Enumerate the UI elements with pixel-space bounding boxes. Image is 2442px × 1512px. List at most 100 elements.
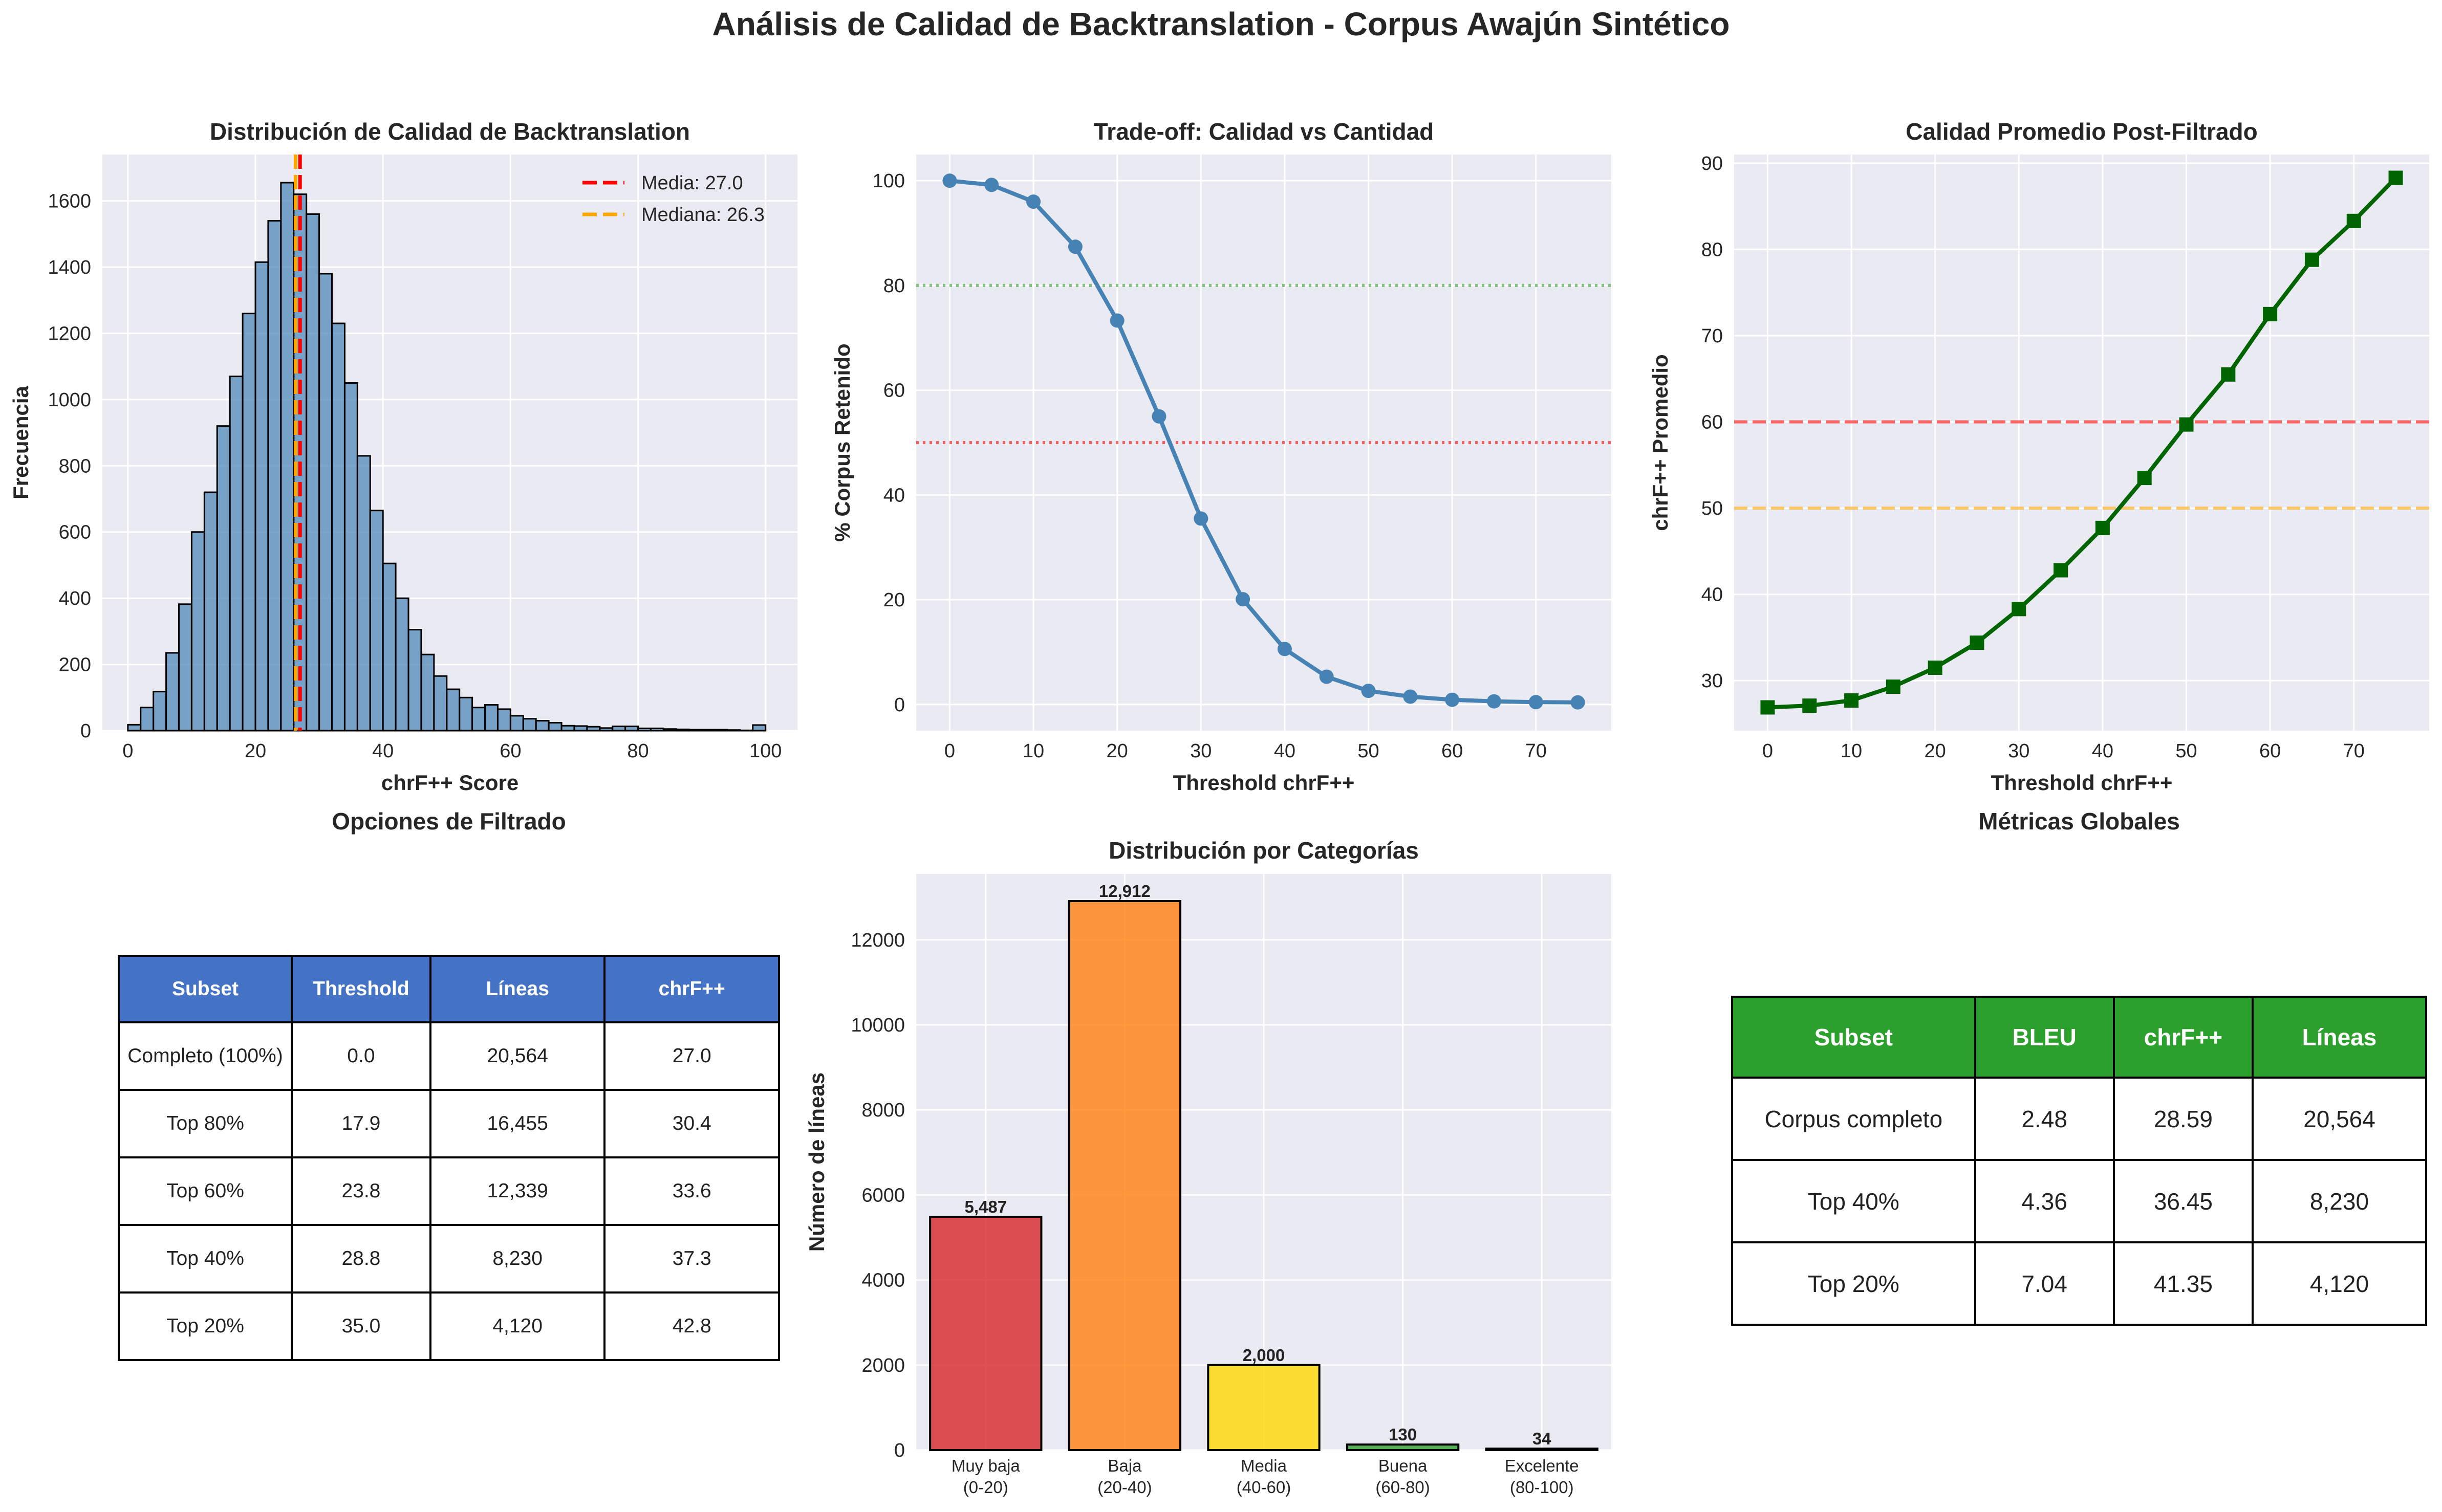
x-tick-label: 0 [122, 740, 133, 762]
column-header: Subset [118, 955, 293, 1023]
y-tick-label: 1000 [48, 389, 91, 411]
table-cell: 17.9 [290, 1089, 431, 1158]
table-cell: 42.8 [603, 1291, 780, 1361]
y-tick-label: 60 [1701, 412, 1723, 433]
x-axis-label: Threshold chrF++ [1173, 771, 1355, 795]
legend-label: Media: 27.0 [641, 172, 743, 194]
x-tick-label: 40 [1274, 740, 1295, 762]
histogram-bar [420, 653, 435, 732]
data-point [1026, 194, 1041, 209]
table-row: Top 80% 17.9 16,455 30.4 [118, 1089, 780, 1158]
data-point [1152, 409, 1166, 424]
table-row: Top 20% 7.04 41.35 4,120 [1731, 1241, 2428, 1326]
table-cell: 28.59 [2112, 1077, 2254, 1161]
table-header-row: Subset BLEU chrF++ Líneas [1731, 996, 2428, 1079]
figure-title: Análisis de Calidad de Backtranslation -… [712, 6, 1730, 42]
data-point [2388, 170, 2403, 185]
data-point [2012, 602, 2026, 617]
histogram-bar [254, 261, 269, 732]
y-tick-label: 800 [59, 455, 91, 477]
histogram-bars: Media: 27.0 Mediana: 26.3 [127, 155, 767, 732]
x-tick-label: 0 [944, 740, 955, 762]
y-tick-label: 0 [894, 694, 905, 716]
column-header: Líneas [429, 955, 606, 1023]
table-row: Top 40% 28.8 8,230 37.3 [118, 1224, 780, 1294]
x-tick-label: 60 [1441, 740, 1463, 762]
histogram-bar [662, 728, 677, 732]
data-point [1361, 684, 1376, 698]
x-tick-label: 30 [2008, 740, 2029, 762]
histogram-bar [535, 720, 550, 732]
table-cell: Top 60% [118, 1156, 293, 1226]
table-cell: Top 40% [1731, 1159, 1976, 1243]
category-bars: 5,487 Muy baja (0-20) 12,912 Baja (20-40) 2,00… [929, 874, 1598, 1497]
histogram-bar [624, 726, 639, 732]
histogram-bar [509, 715, 524, 732]
data-point [2304, 252, 2319, 267]
column-header: chrF++ [603, 955, 780, 1023]
y-axis-label: chrF++ Promedio [1648, 354, 1672, 531]
table-cell: 7.04 [1974, 1241, 2115, 1326]
histogram-bar [675, 728, 690, 732]
data-point [2263, 306, 2278, 321]
table-cell: Corpus completo [1731, 1077, 1976, 1161]
category-bar [1207, 1364, 1321, 1452]
data-point [2137, 471, 2152, 486]
table-cell: 23.8 [290, 1156, 431, 1226]
y-tick-label: 70 [1701, 325, 1723, 347]
quality-chart-title: Calidad Promedio Post-Filtrado [1906, 118, 2258, 145]
histogram-bar [599, 727, 614, 732]
column-header: BLEU [1974, 996, 2115, 1079]
filter-options-table: Subset Threshold Líneas chrF++ Completo … [118, 955, 780, 1361]
histogram-bar [496, 708, 511, 732]
data-point [1928, 660, 1942, 675]
x-tick-label: 30 [1190, 740, 1212, 762]
histogram-bar [586, 726, 601, 732]
data-point [1844, 693, 1859, 708]
x-tick-label: Muy baja [952, 1456, 1021, 1475]
table-cell: 28.8 [290, 1224, 431, 1294]
histogram-title: Distribución de Calidad de Backtranslati… [209, 118, 690, 145]
y-tick-label: 100 [873, 170, 905, 192]
y-tick-label: 60 [883, 380, 905, 402]
data-point [2346, 213, 2361, 228]
bar-value-label: 5,487 [965, 1197, 1007, 1216]
histogram-bar [306, 213, 320, 732]
histogram-bar [242, 313, 256, 732]
histogram-bar [190, 531, 205, 732]
x-tick-label: 20 [1925, 740, 1946, 762]
histogram-bar [382, 562, 397, 732]
histogram-bar [343, 382, 358, 732]
histogram-bar [548, 721, 563, 732]
category-bar [1068, 900, 1182, 1451]
x-tick-label: (60-80) [1375, 1478, 1430, 1497]
y-tick-label: 0 [80, 720, 91, 742]
histogram-bar [165, 652, 180, 732]
histogram-bar [267, 220, 282, 732]
table-cell: 33.6 [603, 1156, 780, 1226]
data-point [2095, 520, 2110, 535]
x-tick-label: Excelente [1505, 1456, 1579, 1475]
x-tick-label: (0-20) [963, 1478, 1008, 1497]
table-row: Corpus completo 2.48 28.59 20,564 [1731, 1077, 2428, 1161]
category-bar [929, 1216, 1043, 1451]
table-cell: 8,230 [2251, 1159, 2428, 1243]
data-point [1277, 642, 1292, 656]
data-point [1319, 669, 1334, 684]
histogram-bar [140, 707, 155, 732]
y-tick-label: 2000 [861, 1355, 905, 1376]
table-cell: Top 80% [118, 1089, 293, 1158]
table-cell: 36.45 [2112, 1159, 2254, 1243]
data-point [2221, 367, 2236, 382]
series-line [949, 179, 1578, 705]
table-cell: 37.3 [603, 1224, 780, 1294]
y-tick-label: 1200 [48, 323, 91, 344]
histogram-bar [739, 729, 754, 732]
histogram-bar [701, 729, 716, 732]
x-tick-label: 50 [1357, 740, 1379, 762]
series-line [1767, 176, 2397, 710]
table-row: Top 20% 35.0 4,120 42.8 [118, 1291, 780, 1361]
x-tick-label: 10 [1023, 740, 1044, 762]
bar-value-label: 34 [1532, 1429, 1551, 1448]
